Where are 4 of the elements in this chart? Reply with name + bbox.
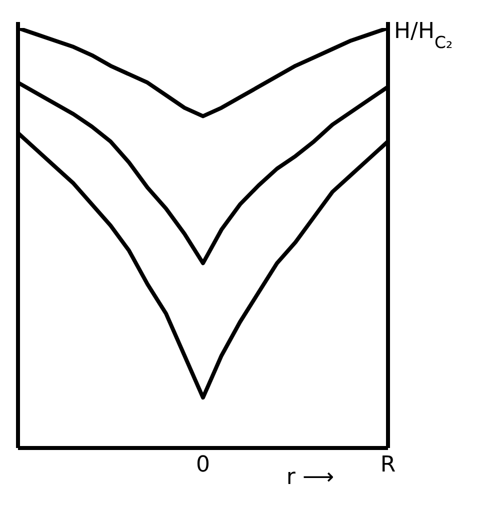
- y-axis-title: H/H$_{C₂}$: [394, 19, 453, 52]
- x-axis-title: r ⟶: [286, 465, 334, 490]
- x-tick-label: 0: [196, 452, 210, 478]
- x-tick-label: R: [380, 452, 396, 478]
